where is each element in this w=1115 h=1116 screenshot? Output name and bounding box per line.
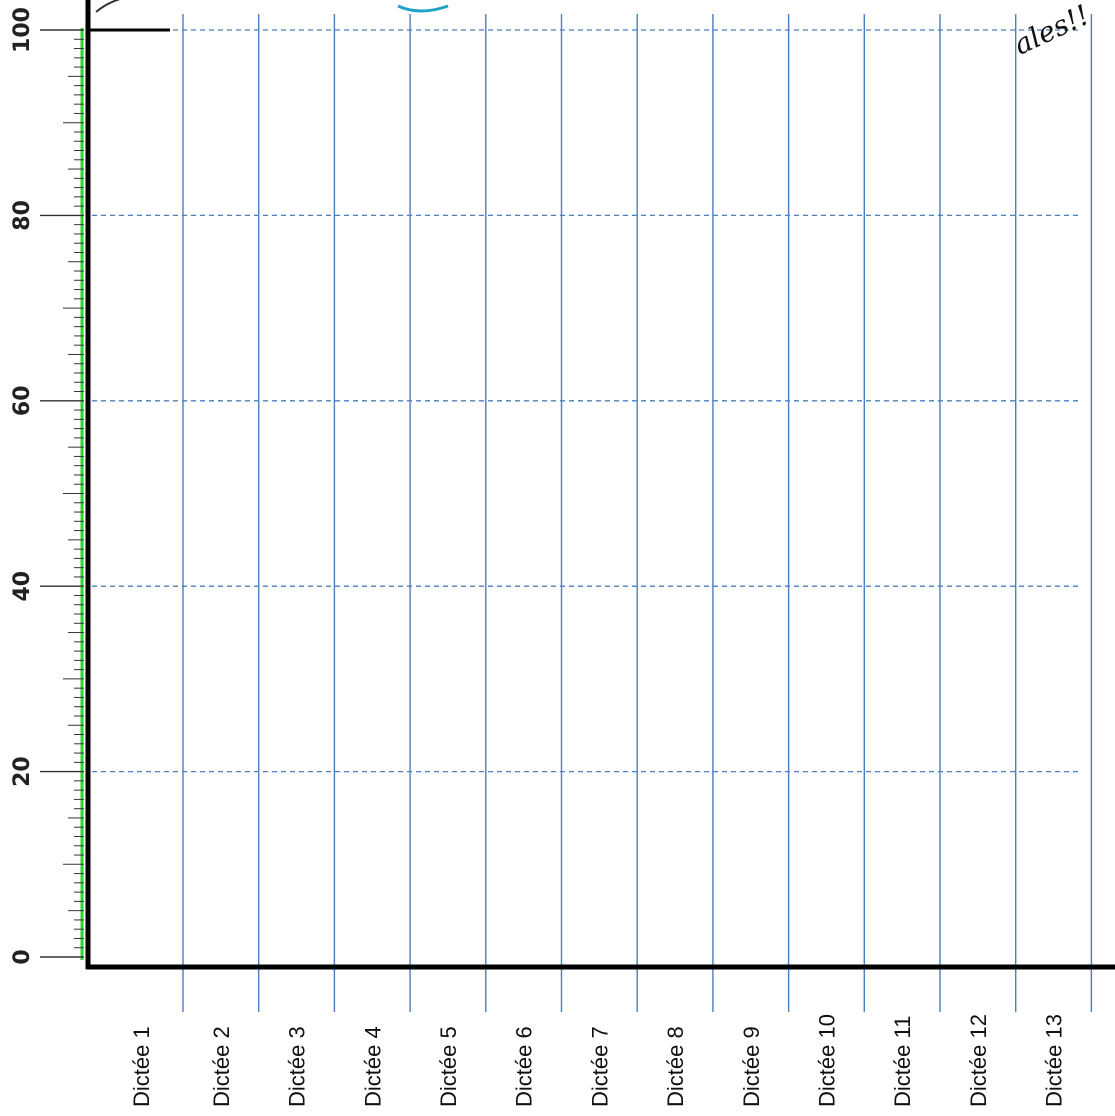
x-tick-label: Dictée 3 [285,1026,310,1107]
corner-handwritten-text: ales!! [1009,0,1095,61]
x-tick-labels: Dictée 1 Dictée 2 Dictée 3 Dictée 4 Dictée 5… [129,1014,1066,1107]
x-tick-label: Dictée 11 [890,1016,915,1107]
y-tick-label: 40 [10,571,35,602]
decorations: ales!! [95,0,1095,61]
x-tick-label: Dictée 5 [436,1026,461,1107]
y-tick-label: 20 [10,756,35,787]
y-tick-label: 60 [10,385,35,416]
horizontal-gridlines [92,29,1078,773]
axes [85,0,1115,970]
vertical-gridlines [182,14,1093,1012]
y-axis-ruler [40,28,84,960]
y-tick-label: 80 [10,200,35,231]
y-tick-label: 0 [10,949,35,964]
x-tick-label: Dictée 10 [814,1014,839,1107]
x-tick-label: Dictée 8 [663,1026,688,1107]
y-tick-labels: 0 20 40 60 80 100 [10,7,35,965]
x-tick-label: Dictée 12 [966,1014,991,1107]
x-tick-label: Dictée 2 [209,1026,234,1107]
y-tick-label: 100 [10,7,35,53]
top-center-logo-fragment [397,4,449,13]
x-tick-label: Dictée 13 [1042,1014,1067,1107]
x-tick-label: Dictée 9 [739,1026,764,1107]
x-tick-label: Dictée 4 [360,1026,385,1107]
x-tick-label: Dictée 7 [587,1026,612,1107]
top-left-swirl-decoration [95,0,121,13]
x-tick-label: Dictée 6 [512,1026,537,1107]
x-tick-label: Dictée 1 [129,1026,154,1107]
